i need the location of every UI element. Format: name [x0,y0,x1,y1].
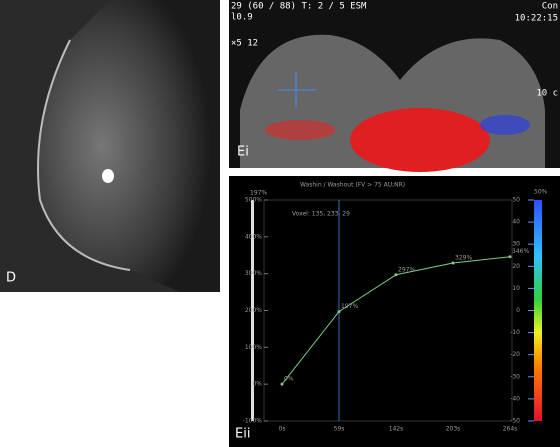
data-label: 0% [284,376,294,383]
data-point [280,382,284,386]
panel-label: Eii [235,427,250,442]
header: Con [542,2,558,12]
x-tick-label: 203s [446,426,461,433]
enhancement-overlay [265,120,335,140]
colorbar-tick-label: 20 [512,263,520,270]
header: l0.9 [231,13,253,23]
colorbar-tick-label: -10 [510,329,520,336]
x-tick-label: 142s [389,426,404,433]
panel-eii [229,176,560,447]
colorbar-tick-label: -30 [510,373,520,380]
colorbar-tick-label: -50 [510,418,520,425]
colorbar-tick-label: 50 [512,197,520,204]
header: 10 c [536,89,558,99]
panel-label: D [6,271,16,286]
y-tick-label: 0% [252,381,262,388]
header: ×5 12 [231,39,258,49]
y-tick-label: 100% [245,344,262,351]
colorbar [534,200,542,421]
colorbar-tick-label: 30 [512,241,520,248]
header: 10:22:15 [515,14,558,24]
chart-title: Washin / Washout (FV > 75 AU;NR) [300,182,405,189]
breast-image [38,0,220,292]
enhancement-overlay [350,108,490,172]
colorbar-tick-label: -20 [510,351,520,358]
enhancement-overlay [480,115,530,135]
x-tick-label: 264s [503,426,518,433]
data-label: 197% [341,303,358,310]
data-label: 297% [398,266,415,273]
header: 29 (60 / 88) T: 2 / 5 ESM [231,2,367,12]
y-tick-label: 300% [245,270,262,277]
x-tick-label: 0s [279,426,286,433]
data-label: 329% [455,254,472,261]
slider[interactable] [251,200,254,421]
data-point [394,273,398,277]
x-tick-label: 59s [334,426,345,433]
colorbar-tick-label: 0 [516,307,520,314]
colorbar-tick-label: 10 [512,285,520,292]
colorbar-tick-label: -40 [510,395,520,402]
y-tick-label: -100% [243,418,263,425]
y-tick-label: 400% [245,233,262,240]
panel-label: Ei [237,145,249,160]
data-point [451,261,455,265]
y-tick-label: 200% [245,307,262,314]
data-label: 346% [512,248,529,255]
colorbar-tick-label: 40 [512,219,520,226]
y-tick-label: 500% [245,197,262,204]
chart-subtitle: Voxel: 135, 233, 29 [292,211,350,218]
colorbar-label: 50% [534,189,548,196]
lesion [102,169,114,183]
slider-label: 197% [250,190,267,197]
data-point [337,310,341,314]
data-point [508,255,512,259]
skin-line [37,39,131,271]
